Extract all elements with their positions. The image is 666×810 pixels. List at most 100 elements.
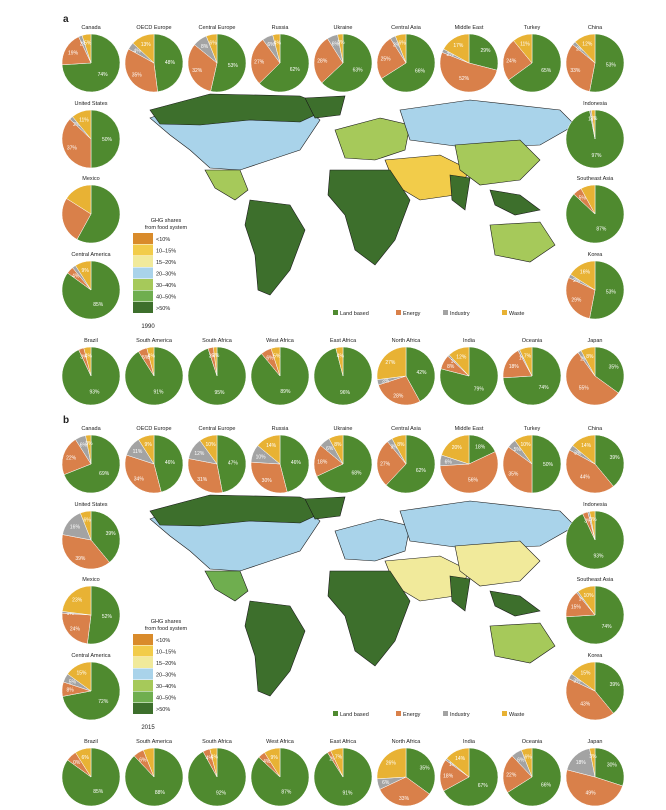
- pie-slice-energy: [502, 755, 533, 793]
- pie-slice-label: 7%: [335, 755, 343, 761]
- pie-title: South America: [136, 338, 173, 344]
- pie-slice-waste: [138, 434, 155, 465]
- pie-title: OECD Europe: [136, 426, 171, 432]
- pie-slice-land-based: [443, 747, 499, 807]
- pie-slice-waste: [391, 434, 407, 465]
- map-africa: [327, 169, 411, 266]
- pie-slice-waste: [328, 434, 344, 465]
- pie-slice-label: 42%: [416, 370, 427, 376]
- pie-japan: Japan 35% 55% 2%8%: [565, 338, 625, 406]
- pie-title: Brazil: [84, 739, 98, 745]
- pie-slice-label: 4%: [274, 40, 282, 46]
- pie-slice-waste: [146, 346, 155, 377]
- map-canada: [149, 494, 331, 527]
- map-greenland: [304, 496, 346, 520]
- pie-slice-waste: [264, 747, 281, 778]
- pie-slice-energy: [376, 441, 407, 486]
- pie-slice-energy: [378, 375, 421, 406]
- pie-slice-energy: [61, 534, 110, 570]
- pie-slice-label: 14%: [455, 756, 466, 762]
- pie-slice-land-based: [565, 585, 625, 645]
- pie-slice-label: 16%: [70, 525, 81, 531]
- pie-title: India: [463, 739, 476, 745]
- pie-slice-energy: [565, 44, 596, 92]
- pie-slice-land-based: [61, 260, 121, 320]
- pie-oceania: Oceania 66% 22% 6% 6%: [502, 739, 562, 807]
- pie-slice-waste: [441, 434, 470, 465]
- pie-slice-label: 39%: [610, 682, 621, 688]
- category-legend-label: Industry: [450, 311, 470, 317]
- pie-slice-label: 18%: [443, 774, 454, 780]
- pie-slice-label: 3%: [391, 445, 399, 451]
- map-legend-label: 10–15%: [156, 249, 176, 255]
- pie-slice-waste: [85, 434, 92, 465]
- pie-slice-waste: [72, 109, 92, 140]
- pie-slice-label: 89%: [280, 389, 291, 395]
- pie-slice-waste: [213, 346, 218, 377]
- pie-title: OECD Europe: [136, 25, 171, 31]
- pie-title: India: [463, 338, 476, 344]
- pie-slice-land-based: [216, 434, 247, 493]
- pie-slice-waste: [589, 510, 596, 541]
- map-legend-swatch: [133, 302, 153, 313]
- map-legend-swatch: [133, 645, 153, 657]
- pie-title: Middle East: [455, 426, 484, 432]
- pie-slice-label: 10%: [206, 442, 217, 448]
- pie-slice-waste: [132, 33, 155, 64]
- pie-slice-energy: [250, 461, 288, 494]
- pie-slice-land-based: [594, 346, 625, 394]
- pie-slice-land-based: [76, 184, 121, 244]
- map-mexico: [204, 169, 249, 201]
- pie-slice-label: 65%: [541, 68, 552, 74]
- pie-slice-label: 3%: [584, 518, 592, 524]
- pie-slice-label: 0%: [73, 760, 81, 766]
- pie-indonesia: Indonesia 93% 3%3%: [565, 502, 625, 570]
- pie-title: Korea: [588, 653, 604, 659]
- pie-central-europe: Central Europe 47% 31% 12%10%: [187, 426, 247, 494]
- map-australia: [489, 622, 556, 664]
- pie-slice-label: 6%: [80, 443, 88, 449]
- pie-title: Brazil: [84, 338, 98, 344]
- pie-canada: Canada 69% 22% 6%3%: [61, 426, 121, 494]
- pie-china: China 53% 33% 2%12%: [565, 25, 625, 93]
- pie-title: Ukraine: [334, 426, 353, 432]
- pie-slice-label: 50%: [102, 137, 113, 143]
- pie-slice-land-based: [187, 346, 247, 406]
- pie-slice-label: 15%: [581, 670, 592, 676]
- map-russia: [399, 500, 576, 550]
- pie-slice-waste: [580, 346, 596, 377]
- pie-slice-label: 3%: [574, 450, 582, 456]
- pie-slice-label: 2%: [80, 42, 88, 48]
- pie-slice-label: 4%: [133, 49, 141, 55]
- map-legend-swatch: [133, 634, 153, 645]
- pie-slice-label: 6%: [524, 754, 532, 760]
- pie-slice-label: 39%: [75, 556, 86, 562]
- pie-slice-label: 95%: [214, 390, 225, 396]
- pie-slice-waste: [574, 33, 596, 64]
- pie-slice-label: 79%: [474, 387, 485, 393]
- pie-slice-label: 66%: [415, 69, 426, 75]
- map-india: [449, 575, 471, 612]
- pie-west-africa: West Africa 87% 4%9%: [250, 739, 310, 807]
- category-legend-label: Land based: [340, 311, 369, 317]
- pie-slice-waste: [66, 184, 92, 215]
- pie-slice-energy: [502, 40, 533, 81]
- map-legend-label: 40–50%: [156, 295, 176, 301]
- pie-slice-label: 6%: [445, 459, 453, 465]
- map-legend-label: 15–20%: [156, 661, 176, 667]
- pie-slice-label: 9%: [271, 755, 279, 761]
- pie-slice-energy: [187, 458, 223, 494]
- pie-slice-land-based: [531, 434, 562, 494]
- pie-slice-label: 20%: [452, 445, 463, 451]
- pie-central-america: Central America 72% 8% 5%15%: [61, 653, 121, 721]
- pie-slice-label: 43%: [580, 702, 591, 708]
- pie-mexico: Mexico 52% 24% 1% 23%: [61, 577, 121, 645]
- pie-title: Korea: [588, 252, 604, 258]
- pie-slice-label: 3%: [80, 354, 88, 360]
- panel-year: 2015: [141, 725, 155, 731]
- map-legend-title: GHG shares: [151, 218, 182, 224]
- pie-slice-label: 1%: [519, 355, 527, 361]
- map-southeast-asia: [489, 590, 541, 617]
